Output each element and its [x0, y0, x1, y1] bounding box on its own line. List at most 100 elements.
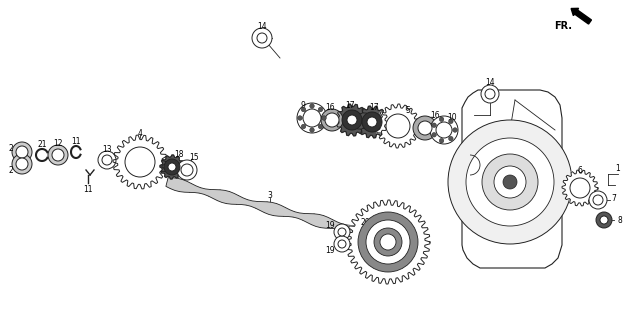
Circle shape [102, 155, 112, 165]
Text: 6: 6 [577, 165, 582, 174]
Text: 3: 3 [268, 190, 273, 199]
Circle shape [338, 240, 346, 248]
Circle shape [436, 122, 452, 138]
Text: 11: 11 [83, 185, 93, 194]
Circle shape [310, 128, 314, 132]
Circle shape [449, 119, 453, 124]
Circle shape [318, 107, 323, 112]
Circle shape [252, 28, 272, 48]
Text: 7: 7 [612, 194, 616, 203]
Circle shape [325, 113, 339, 127]
Text: 2: 2 [8, 143, 13, 153]
Circle shape [164, 159, 180, 175]
Circle shape [303, 109, 321, 127]
Circle shape [596, 212, 612, 228]
Polygon shape [462, 90, 562, 268]
Text: 14: 14 [257, 21, 267, 30]
Text: 9: 9 [301, 100, 305, 109]
Circle shape [177, 160, 197, 180]
Circle shape [16, 158, 28, 170]
Text: 11: 11 [71, 137, 81, 146]
Circle shape [257, 33, 267, 43]
Text: 19: 19 [325, 220, 335, 229]
Circle shape [297, 103, 327, 133]
Text: 2: 2 [8, 165, 13, 174]
Circle shape [366, 220, 410, 264]
Circle shape [98, 151, 116, 169]
Polygon shape [346, 200, 430, 284]
Circle shape [386, 114, 410, 138]
Text: 17: 17 [369, 102, 379, 111]
Text: 16: 16 [325, 102, 335, 111]
Circle shape [318, 124, 323, 129]
Circle shape [301, 124, 306, 129]
Circle shape [52, 149, 64, 161]
Polygon shape [113, 135, 167, 189]
Circle shape [503, 175, 517, 189]
Circle shape [125, 147, 155, 177]
Circle shape [494, 166, 526, 198]
Circle shape [432, 123, 436, 127]
Circle shape [347, 115, 357, 125]
Text: 18: 18 [174, 149, 184, 158]
Text: 5: 5 [406, 106, 410, 115]
Polygon shape [336, 104, 368, 136]
Circle shape [374, 228, 402, 256]
Text: 16: 16 [430, 110, 440, 119]
Text: 19: 19 [325, 245, 335, 254]
Text: 21: 21 [37, 140, 47, 148]
Circle shape [16, 146, 28, 158]
Polygon shape [160, 155, 184, 179]
Text: 8: 8 [618, 215, 622, 225]
Circle shape [181, 164, 193, 176]
Circle shape [12, 142, 32, 162]
Circle shape [481, 85, 499, 103]
Circle shape [600, 216, 608, 224]
Circle shape [418, 121, 432, 135]
Polygon shape [562, 170, 598, 206]
Circle shape [449, 136, 453, 141]
Circle shape [301, 107, 306, 112]
Circle shape [338, 228, 346, 236]
Text: 20: 20 [360, 218, 370, 227]
Circle shape [367, 117, 377, 127]
Text: 17: 17 [345, 100, 355, 109]
Circle shape [362, 112, 382, 132]
Polygon shape [166, 178, 356, 234]
Text: 13: 13 [102, 145, 112, 154]
Circle shape [589, 191, 607, 209]
Circle shape [342, 110, 362, 130]
Text: 15: 15 [189, 153, 199, 162]
Text: 10: 10 [447, 113, 457, 122]
Circle shape [413, 116, 437, 140]
Circle shape [439, 139, 444, 143]
Circle shape [452, 128, 458, 132]
Circle shape [334, 224, 350, 240]
Circle shape [168, 163, 176, 171]
Circle shape [358, 212, 418, 272]
Circle shape [593, 195, 603, 205]
Circle shape [466, 138, 554, 226]
Text: 1: 1 [616, 164, 620, 172]
Circle shape [322, 116, 326, 120]
Circle shape [48, 145, 68, 165]
Circle shape [310, 104, 314, 108]
Circle shape [298, 116, 302, 120]
Circle shape [334, 236, 350, 252]
Text: 4: 4 [138, 129, 143, 138]
Circle shape [570, 178, 590, 198]
Polygon shape [356, 106, 388, 138]
Text: 12: 12 [53, 139, 63, 148]
Polygon shape [376, 104, 420, 148]
Circle shape [448, 120, 572, 244]
FancyArrow shape [571, 8, 591, 24]
Circle shape [380, 234, 396, 250]
Circle shape [430, 116, 458, 144]
Circle shape [485, 89, 495, 99]
Text: FR.: FR. [554, 21, 572, 31]
Circle shape [482, 154, 538, 210]
Text: 14: 14 [485, 77, 495, 86]
Circle shape [12, 154, 32, 174]
Circle shape [439, 117, 444, 122]
Circle shape [321, 109, 343, 131]
